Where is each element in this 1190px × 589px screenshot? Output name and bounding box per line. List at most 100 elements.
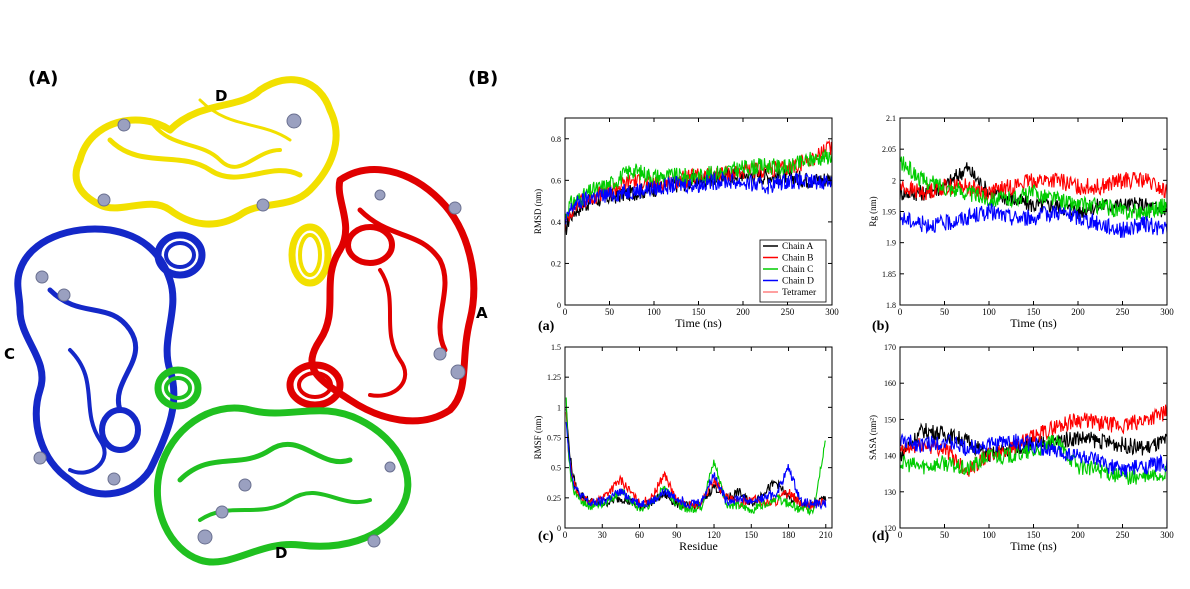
legend-label: Chain B <box>782 254 813 264</box>
y-axis-label: RMSD (nm) <box>533 189 543 234</box>
legend-label: Chain D <box>782 277 814 287</box>
y-tick-label: 2.1 <box>886 114 896 123</box>
metal-ions <box>33 113 466 548</box>
x-tick-label: 180 <box>782 530 796 540</box>
chart-a: 0 50 100 150 200 250 300 0 0.2 0.4 0.6 0.8 Time (ns)… <box>533 117 839 334</box>
y-tick-label: 2 <box>892 176 896 185</box>
x-tick-label: 210 <box>819 530 833 540</box>
y-tick-label: 0.8 <box>551 135 561 144</box>
chart-b: 0 50 100 150 200 250 300 1.8 1.85 1.9 1.95 2 2.05 2.1… <box>868 114 1174 334</box>
x-tick-label: 120 <box>707 530 721 540</box>
y-axis-label: SASA (nm²) <box>868 415 878 460</box>
series-line-chain-d <box>564 171 833 225</box>
chart-c: 0 30 60 90 120 150 180 210 0 0.25 0.5 0.75 1 1.25 1.5 R… <box>533 343 833 553</box>
x-tick-label: 150 <box>1027 530 1041 540</box>
subpanel-label: (d) <box>872 529 889 544</box>
y-tick-label: 0.4 <box>551 218 561 227</box>
y-tick-label: 0 <box>557 301 561 310</box>
y-tick-label: 150 <box>884 415 896 424</box>
series-line-chain-d <box>899 432 1168 478</box>
series-line-chain-c <box>899 434 1168 485</box>
x-tick-label: 0 <box>898 307 903 317</box>
y-tick-label: 0.5 <box>551 464 561 473</box>
series-line-chain-a <box>899 422 1168 463</box>
x-tick-label: 300 <box>1160 530 1174 540</box>
y-tick-label: 0.6 <box>551 176 561 185</box>
y-tick-label: 1.9 <box>886 239 896 248</box>
chain-label-left: C <box>4 345 15 363</box>
x-axis-label: Time (ns) <box>1010 539 1057 553</box>
x-tick-label: 250 <box>781 307 795 317</box>
panel-label-a: (A) <box>28 68 59 89</box>
legend-label: Chain A <box>782 242 814 252</box>
chain-yellow-ribbon <box>72 76 340 287</box>
x-axis-label: Time (ns) <box>675 316 722 330</box>
x-axis-label: Residue <box>679 539 718 553</box>
panel-label-b: (B) <box>468 68 499 89</box>
legend-box <box>759 239 827 303</box>
x-tick-label: 200 <box>1071 530 1085 540</box>
y-tick-label: 1.25 <box>547 373 561 382</box>
chain-blue-ribbon <box>14 225 206 498</box>
y-tick-label: 120 <box>884 524 896 533</box>
x-tick-label: 0 <box>563 530 568 540</box>
subpanel-label: (b) <box>872 319 889 334</box>
series-line-chain-d <box>899 202 1168 238</box>
y-tick-label: 140 <box>884 452 896 461</box>
y-tick-label: 0.2 <box>551 259 561 268</box>
x-tick-label: 50 <box>940 530 950 540</box>
series-line-chain-d <box>565 422 827 511</box>
y-tick-label: 170 <box>884 343 896 352</box>
legend-label: Tetramer <box>782 288 817 298</box>
x-tick-label: 150 <box>692 307 706 317</box>
y-tick-label: 160 <box>884 379 896 388</box>
x-tick-label: 150 <box>1027 307 1041 317</box>
y-axis-label: Rg (nm) <box>868 196 878 226</box>
y-tick-label: 1.8 <box>886 301 896 310</box>
protein-structure-image: D A C D <box>4 76 488 566</box>
y-tick-label: 1.5 <box>551 343 561 352</box>
x-tick-label: 60 <box>635 530 645 540</box>
x-tick-label: 100 <box>982 530 996 540</box>
x-tick-label: 50 <box>605 307 615 317</box>
subpanel-label: (c) <box>538 529 554 544</box>
legend-label: Chain C <box>782 265 813 275</box>
x-tick-label: 300 <box>1160 307 1174 317</box>
series-line-chain-b <box>899 171 1168 201</box>
y-tick-label: 0.25 <box>547 494 561 503</box>
x-tick-label: 200 <box>736 307 750 317</box>
x-axis-label: Time (ns) <box>1010 316 1057 330</box>
plot-frame <box>899 117 1168 306</box>
x-tick-label: 200 <box>1071 307 1085 317</box>
y-tick-label: 1 <box>557 403 561 412</box>
x-tick-label: 0 <box>563 307 568 317</box>
series-line-chain-c <box>899 156 1168 220</box>
x-tick-label: 30 <box>598 530 608 540</box>
x-tick-label: 100 <box>982 307 996 317</box>
series-line-chain-b <box>565 412 827 512</box>
x-tick-label: 50 <box>940 307 950 317</box>
x-tick-label: 300 <box>825 307 839 317</box>
chain-label-bottom: D <box>275 544 287 562</box>
y-tick-label: 130 <box>884 488 896 497</box>
chain-label-top: D <box>215 87 227 105</box>
chain-red-ribbon <box>286 166 478 425</box>
chart-d: 0 50 100 150 200 250 300 120 130 140 150 160 170 Time… <box>868 343 1174 553</box>
chain-label-right: A <box>476 304 488 322</box>
y-tick-label: 2.05 <box>882 145 896 154</box>
series-line-chain-c <box>564 149 833 219</box>
y-tick-label: 0.75 <box>547 434 561 443</box>
x-tick-label: 150 <box>745 530 759 540</box>
y-tick-label: 1.95 <box>882 208 896 217</box>
x-tick-label: 250 <box>1116 307 1130 317</box>
y-axis-label: RMSF (nm) <box>533 416 543 460</box>
x-tick-label: 250 <box>1116 530 1130 540</box>
x-tick-label: 0 <box>898 530 903 540</box>
x-tick-label: 90 <box>672 530 682 540</box>
y-tick-label: 0 <box>557 524 561 533</box>
x-tick-label: 100 <box>647 307 661 317</box>
y-tick-label: 1.85 <box>882 270 896 279</box>
subpanel-label: (a) <box>538 319 555 334</box>
